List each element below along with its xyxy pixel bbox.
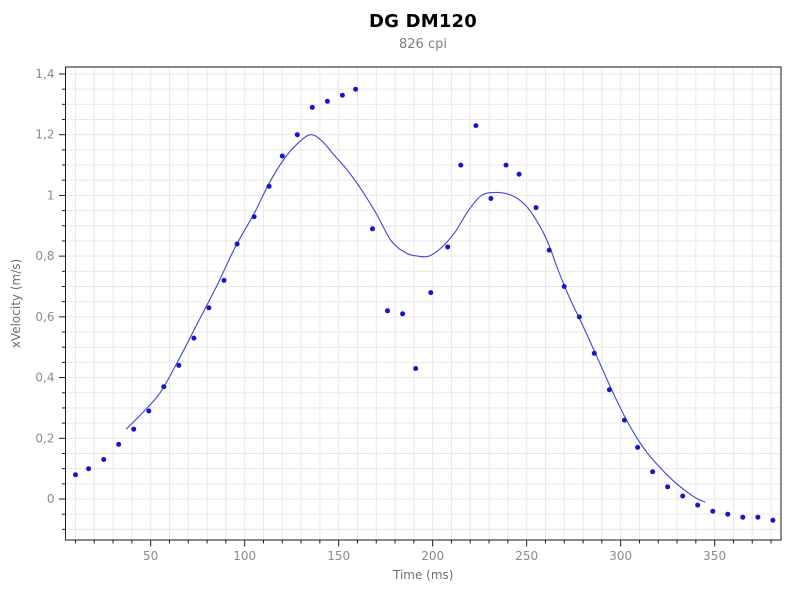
data-point [488,196,494,201]
y-axis-label: xVelocity (m/s) [9,259,23,348]
data-point [176,362,182,368]
data-point [725,511,731,517]
x-tick-label: 100 [233,549,256,563]
y-tick-label: 0 [47,492,55,506]
data-point [591,350,597,356]
plot-frame [65,66,782,541]
x-tick-label: 200 [421,549,444,563]
data-point [606,387,612,393]
data-point [458,162,464,168]
data-point [161,384,167,390]
fit-line [125,134,706,503]
chart-title: DG DM120 [368,11,477,32]
data-point [191,335,197,341]
data-point [294,132,300,138]
data-point [353,86,359,92]
data-point [428,290,434,296]
data-point [755,514,761,520]
x-tick-label: 300 [609,549,632,563]
data-point [503,162,509,168]
data-point [146,408,152,414]
data-point [740,514,746,520]
data-point [621,417,627,423]
y-tick-label: 1,2 [35,128,54,142]
y-tick-label: 0,2 [35,431,54,445]
data-point [86,466,92,472]
y-tick-label: 1 [47,188,55,202]
data-point [385,308,390,314]
data-point [413,366,419,371]
data-point [561,284,567,289]
data-point [251,214,257,220]
data-point [116,441,122,447]
x-tick-label: 250 [515,549,538,563]
data-point [206,305,212,311]
data-point [635,444,641,450]
data-point [473,123,479,129]
data-point [279,153,285,159]
data-point [710,508,716,514]
x-tick-label: 150 [327,549,350,563]
x-tick-label: 350 [703,549,726,563]
data-point [576,314,582,320]
data-point [324,98,330,104]
data-point [680,493,686,499]
data-point [131,426,137,432]
chart-subtitle: 826 cpi [399,37,447,52]
data-point [665,484,671,490]
y-tick-label: 0,8 [35,249,54,263]
data-point [516,171,522,177]
data-point [266,183,272,189]
y-tick-label: 0,4 [35,371,54,385]
data-point [234,241,240,247]
data-point [533,205,539,211]
data-point [546,247,552,253]
data-point [73,472,78,478]
data-point [445,244,451,250]
y-tick-label: 0,6 [35,310,54,324]
data-point [339,92,345,98]
data-point [400,311,406,317]
data-point [695,502,701,508]
data-point [101,457,107,462]
data-point [370,226,375,232]
data-point [309,104,315,110]
data-point [770,517,776,523]
data-point [221,277,227,283]
x-axis-label: Time (ms) [392,568,454,582]
y-tick-label: 1,4 [35,67,54,81]
data-point [650,469,656,475]
x-tick-label: 50 [143,549,158,563]
